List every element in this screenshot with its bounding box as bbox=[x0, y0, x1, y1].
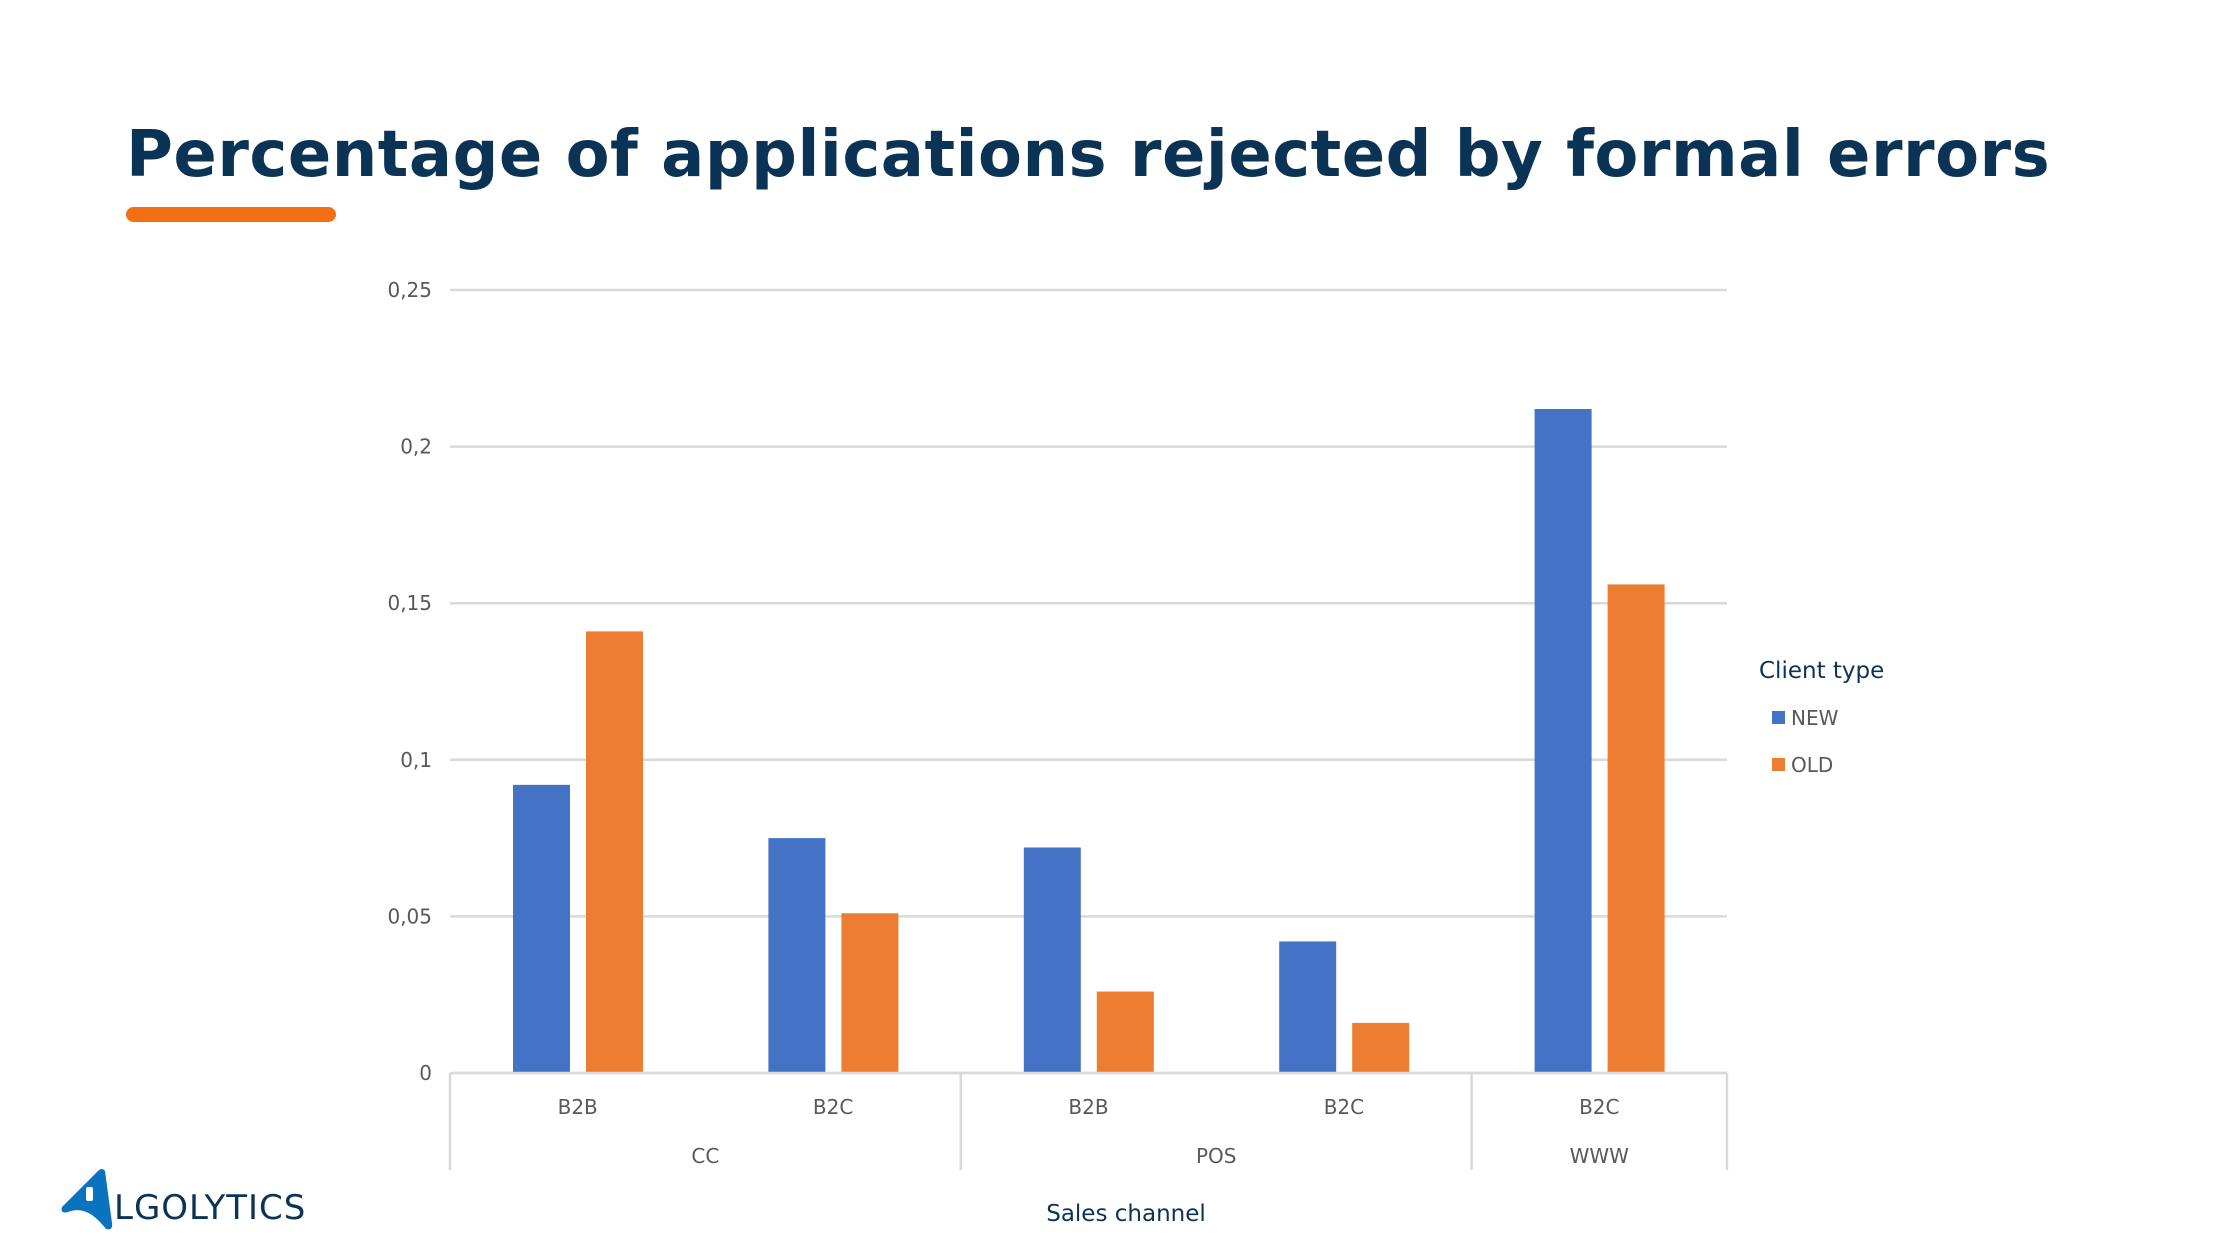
page-title: Percentage of applications rejected by f… bbox=[126, 118, 2051, 192]
y-tick-label: 0,05 bbox=[387, 904, 432, 928]
x-group-label: WWW bbox=[1570, 1144, 1630, 1168]
y-tick-label: 0,15 bbox=[387, 591, 432, 615]
legend-title: Client type bbox=[1759, 658, 1884, 684]
bar-new-3 bbox=[1279, 941, 1337, 1073]
bar-old-2 bbox=[1096, 991, 1154, 1073]
y-tick-label: 0,1 bbox=[400, 748, 432, 772]
x-category-label: B2B bbox=[1068, 1095, 1108, 1119]
legend-swatch-old bbox=[1772, 758, 1785, 771]
title-underline bbox=[126, 207, 336, 222]
x-group-label: CC bbox=[691, 1144, 719, 1168]
x-axis-label: Sales channel bbox=[1046, 1201, 1206, 1227]
svg-text:LGOLYTICS: LGOLYTICS bbox=[114, 1188, 306, 1228]
legend-label: NEW bbox=[1791, 706, 1839, 730]
bar-new-4 bbox=[1534, 409, 1592, 1073]
bar-new-2 bbox=[1023, 847, 1081, 1073]
y-tick-label: 0,25 bbox=[387, 278, 432, 302]
y-tick-label: 0 bbox=[419, 1061, 432, 1085]
legend-swatch-new bbox=[1772, 711, 1785, 724]
x-category-label: B2C bbox=[813, 1095, 853, 1119]
bar-old-3 bbox=[1352, 1022, 1410, 1073]
legend-label: OLD bbox=[1791, 753, 1833, 777]
x-category-label: B2B bbox=[558, 1095, 598, 1119]
y-tick-label: 0,2 bbox=[400, 435, 432, 459]
x-group-label: POS bbox=[1196, 1144, 1237, 1168]
bar-new-1 bbox=[768, 838, 826, 1073]
x-category-label: B2C bbox=[1324, 1095, 1364, 1119]
x-category-label: B2C bbox=[1579, 1095, 1619, 1119]
bar-old-1 bbox=[841, 913, 899, 1073]
bar-new-0 bbox=[513, 784, 570, 1073]
algolytics-logo: LGOLYTICS bbox=[61, 1169, 306, 1230]
bar-old-0 bbox=[586, 631, 643, 1073]
bar-old-4 bbox=[1607, 584, 1665, 1073]
